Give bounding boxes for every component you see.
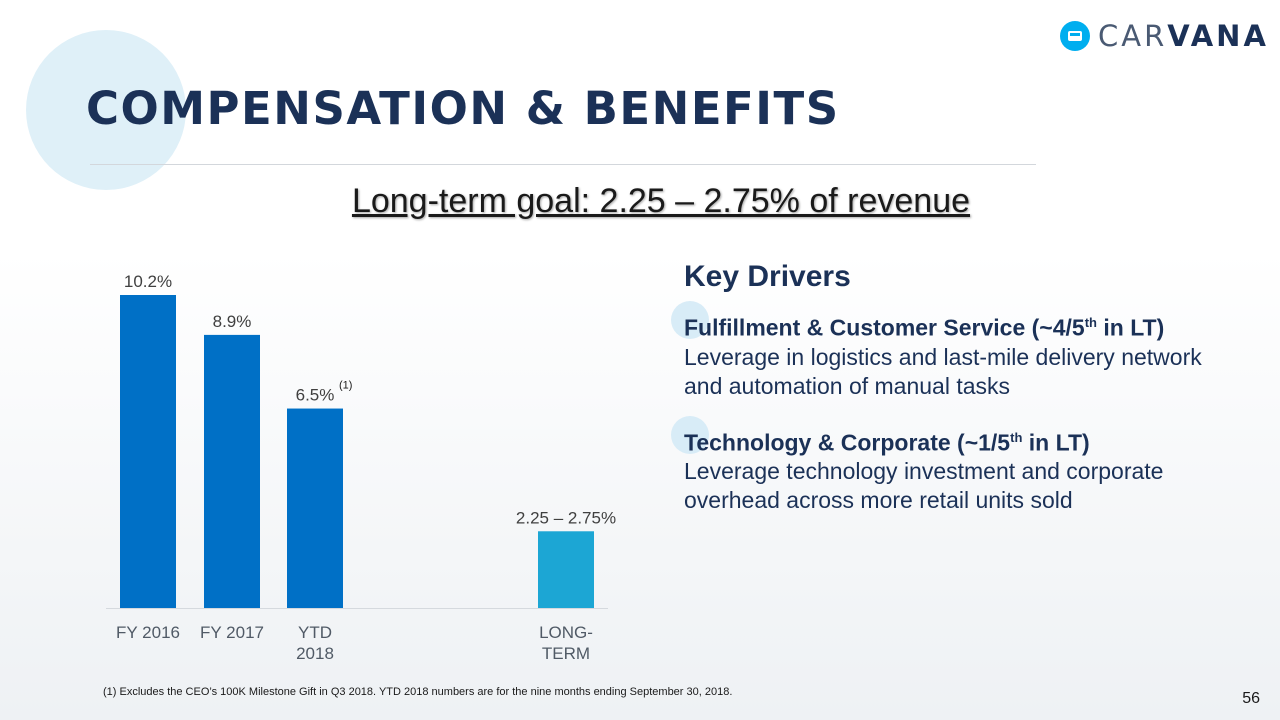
driver-description: Leverage technology investment and corpo… — [684, 458, 1164, 514]
carvana-logo: CARVANA — [1060, 18, 1269, 54]
driver-heading: Fulfillment & Customer Service (~4/5th i… — [684, 308, 1244, 343]
driver-heading-sup: th — [1010, 429, 1023, 445]
driver-heading-text: Fulfillment & Customer Service (~4/5 — [684, 314, 1085, 341]
value-label: 10.2% — [124, 272, 172, 291]
category-label: FY 2016 — [116, 623, 180, 642]
driver-heading-tail: in LT) — [1022, 429, 1090, 456]
value-label: 8.9% — [213, 312, 252, 331]
driver-description: Leverage in logistics and last-mile deli… — [684, 343, 1202, 399]
driver-heading-text: Technology & Corporate (~1/5 — [684, 429, 1011, 456]
title-divider — [90, 164, 1036, 165]
bar — [538, 531, 594, 608]
bullet-circle-icon — [671, 415, 709, 454]
bar — [204, 334, 260, 608]
logo-text-bold: VANA — [1167, 19, 1269, 53]
category-label: 2018 — [296, 644, 334, 663]
logo-text-light: CAR — [1098, 19, 1168, 53]
annotation-label: (1) — [339, 380, 352, 392]
long-term-goal: Long-term goal: 2.25 – 2.75% of revenue — [351, 182, 971, 220]
car-icon — [1060, 21, 1090, 51]
footnote: (1) Excludes the CEO’s 100K Milestone Gi… — [103, 686, 733, 698]
value-label: 2.25 – 2.75% — [516, 508, 616, 527]
bar — [287, 408, 343, 608]
category-label: LONG- — [539, 623, 593, 642]
category-label: FY 2017 — [200, 623, 264, 642]
page-number: 56 — [1242, 690, 1260, 707]
driver-heading: Technology & Corporate (~1/5th in LT) — [684, 423, 1244, 458]
driver-heading-tail: in LT) — [1096, 314, 1165, 341]
driver-fulfillment: Fulfillment & Customer Service (~4/5th i… — [671, 301, 1244, 401]
slide-title: Compensation & Benefits — [86, 82, 840, 135]
logo-wordmark: CARVANA — [1098, 19, 1269, 53]
driver-heading-sup: th — [1084, 315, 1097, 330]
category-label: TERM — [542, 644, 590, 663]
bar-chart: 10.2% FY 2016 8.9% FY 2017 6.5% YTD 2018 2.25 –… — [106, 272, 616, 663]
value-label: 6.5% — [296, 386, 335, 405]
driver-technology: Technology & Corporate (~1/5th in LT) Le… — [671, 415, 1244, 516]
bullet-circle-icon — [671, 301, 709, 339]
key-drivers-panel: Key Drivers Fulfillment & Customer Servi… — [671, 260, 1244, 537]
decorative-circle — [26, 30, 186, 190]
bar — [120, 295, 176, 608]
category-label: YTD — [298, 623, 332, 642]
key-drivers-title: Key Drivers — [684, 260, 851, 293]
